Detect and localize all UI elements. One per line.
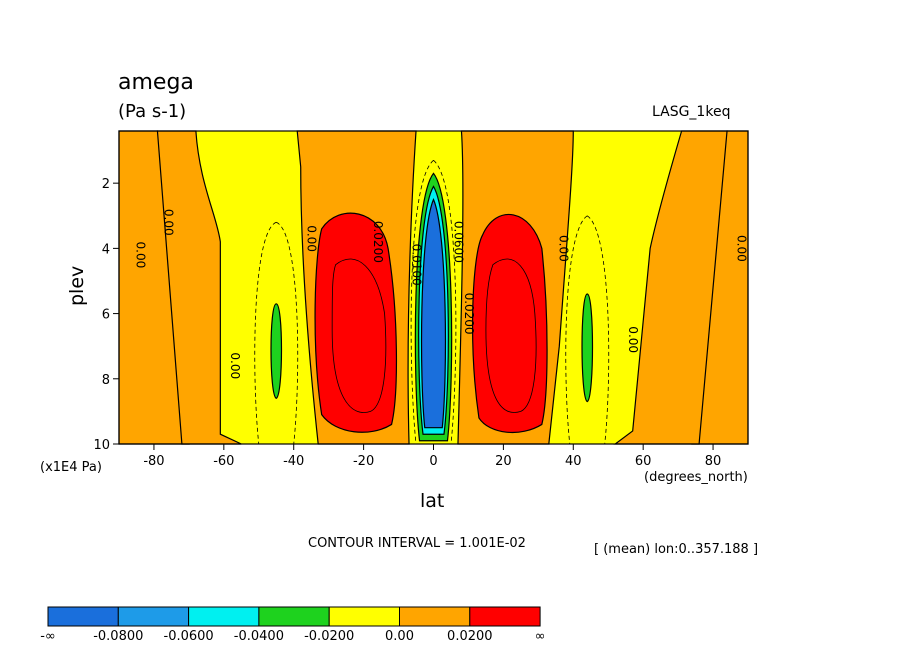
contour-label: 0.00 — [556, 235, 570, 262]
itcz-strong-negative — [420, 197, 447, 429]
x-tick-label: -60 — [213, 454, 234, 469]
y-tick-label: 8 — [102, 373, 110, 388]
x-axis-label: lat — [420, 490, 445, 512]
colorbar-label: -0.0200 — [304, 629, 354, 644]
mean-note: [ (mean) lon:0..357.188 ] — [594, 542, 759, 557]
colorbar-swatch — [117, 606, 190, 627]
colorbar-swatch — [469, 606, 541, 627]
colorbar-label: -0.0400 — [234, 629, 284, 644]
chart-units: (Pa s-1) — [118, 101, 187, 122]
colorbar-swatch — [399, 606, 471, 627]
contour-labels: 0.00 0.00 0.00 0.00 0.0200 0.0100 0.0600 0.0200… — [133, 209, 748, 379]
colorbar-label: -∞ — [40, 629, 56, 644]
north-inner-contour — [485, 258, 537, 413]
colorbar-label: 0.0200 — [447, 629, 493, 644]
contour-label: 0.0200 — [462, 293, 476, 335]
colorbar: -∞ -0.0800 -0.0600 -0.0400 -0.0200 0.00 0.0200… — [40, 606, 546, 644]
y-axis-label: plev — [66, 265, 88, 306]
y-tick-label: 10 — [93, 438, 110, 453]
colorbar-label: ∞ — [535, 629, 546, 644]
north-green-patch — [581, 293, 594, 403]
y-axis-units: (x1E4 Pa) — [40, 460, 102, 475]
colorbar-label: -0.0800 — [93, 629, 143, 644]
dataset-label: LASG_1keq — [652, 104, 731, 120]
colorbar-label: 0.00 — [385, 629, 414, 644]
chart-title: amega — [118, 70, 194, 95]
contour-interval: CONTOUR INTERVAL = 1.001E-02 — [308, 536, 526, 551]
polar-south-outer — [156, 130, 242, 445]
x-tick-label: 60 — [635, 454, 652, 469]
north-cell-strong-positive — [472, 213, 548, 434]
x-axis-units: (degrees_north) — [644, 470, 748, 485]
contour-label: 0.00 — [735, 235, 749, 262]
polar-north-outer — [613, 130, 728, 445]
itcz-dashed-contour — [410, 160, 457, 445]
contour-label: 0.0100 — [410, 244, 424, 286]
x-tick-label: -20 — [353, 454, 374, 469]
north-dashed-contour — [565, 215, 610, 445]
contour-label: 0.0200 — [371, 221, 385, 263]
contour-label: 0.00 — [133, 242, 147, 269]
contour-label: 0.00 — [626, 326, 640, 353]
south-dashed-contour — [254, 221, 299, 445]
south-green-patch — [270, 303, 283, 400]
x-tick-label: 20 — [495, 454, 512, 469]
colorbar-swatch — [328, 606, 401, 627]
x-tick-label: -40 — [283, 454, 304, 469]
axes: -80 -60 -40 -20 0 20 40 60 80 2 4 6 8 10 — [93, 130, 749, 469]
y-tick-label: 6 — [102, 308, 110, 323]
south-inner-contour — [331, 258, 387, 413]
x-tick-label: 0 — [429, 454, 437, 469]
south-cell-strong-positive — [314, 212, 398, 433]
x-tick-label: -80 — [143, 454, 164, 469]
colorbar-swatch — [258, 606, 330, 627]
contour-label: 0.00 — [228, 352, 242, 379]
colorbar-swatch — [188, 606, 260, 627]
y-tick-label: 4 — [102, 242, 110, 257]
contour-label: 0.00 — [305, 225, 319, 252]
x-tick-label: 80 — [705, 454, 722, 469]
contour-label: 0.00 — [161, 209, 175, 236]
y-tick-label: 2 — [102, 177, 110, 192]
contour-label: 0.0600 — [451, 221, 465, 263]
x-tick-label: 40 — [565, 454, 582, 469]
colorbar-swatch — [47, 606, 119, 627]
plot-area — [118, 130, 749, 445]
colorbar-label: -0.0600 — [164, 629, 214, 644]
